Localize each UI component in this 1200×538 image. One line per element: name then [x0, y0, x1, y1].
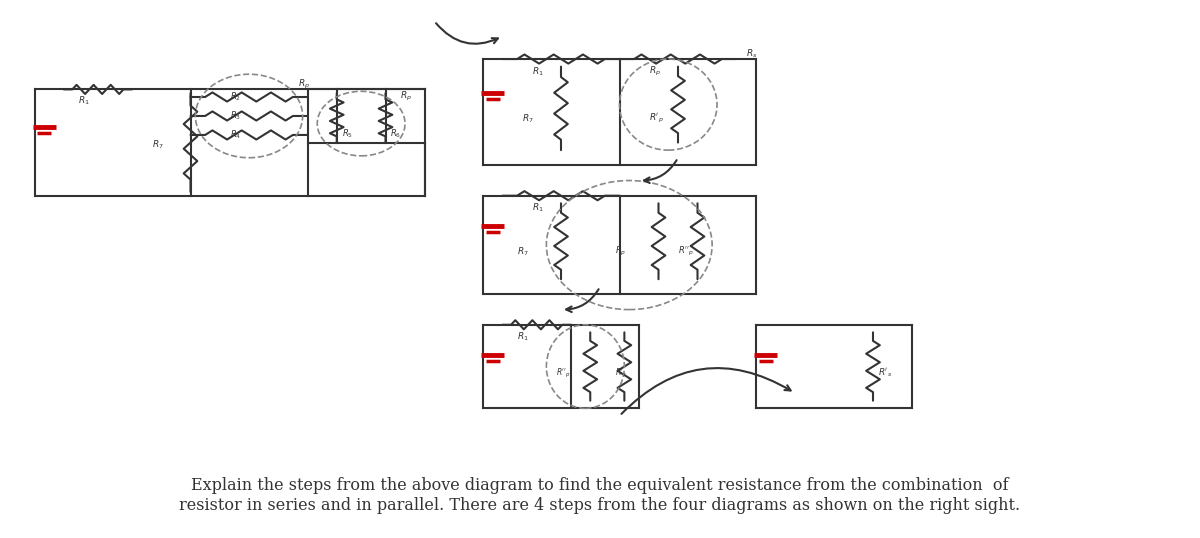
Text: $R_7$: $R_7$: [151, 139, 163, 151]
Text: $R_5$: $R_5$: [342, 128, 353, 140]
Text: $R_p$: $R_p$: [298, 78, 310, 91]
Text: $R'_p$: $R'_p$: [649, 112, 664, 125]
Text: $R''_p$: $R''_p$: [556, 366, 570, 380]
Text: $R_7$: $R_7$: [517, 245, 529, 258]
Text: $R'_s$: $R'_s$: [614, 366, 628, 379]
Text: $R_1$: $R_1$: [532, 202, 544, 214]
Text: $R_1$: $R_1$: [517, 331, 529, 343]
Text: Explain the steps from the above diagram to find the equivalent resistance from : Explain the steps from the above diagram…: [180, 477, 1020, 514]
Text: $R'_s$: $R'_s$: [878, 366, 892, 379]
Text: $R_2$: $R_2$: [229, 91, 240, 103]
Text: $R_p$: $R_p$: [400, 89, 412, 103]
Text: $R_3$: $R_3$: [229, 110, 241, 123]
Text: $R_1$: $R_1$: [532, 65, 544, 77]
Text: $R_p$: $R_p$: [614, 245, 626, 258]
Text: $R_s$: $R_s$: [746, 48, 757, 60]
Text: $R_4$: $R_4$: [229, 129, 241, 141]
Text: $R_1$: $R_1$: [78, 95, 90, 107]
Text: $R_6$: $R_6$: [390, 128, 402, 140]
Text: $R_7$: $R_7$: [522, 112, 534, 125]
Text: $R''_p$: $R''_p$: [678, 245, 694, 258]
Text: $R_p$: $R_p$: [649, 65, 661, 78]
